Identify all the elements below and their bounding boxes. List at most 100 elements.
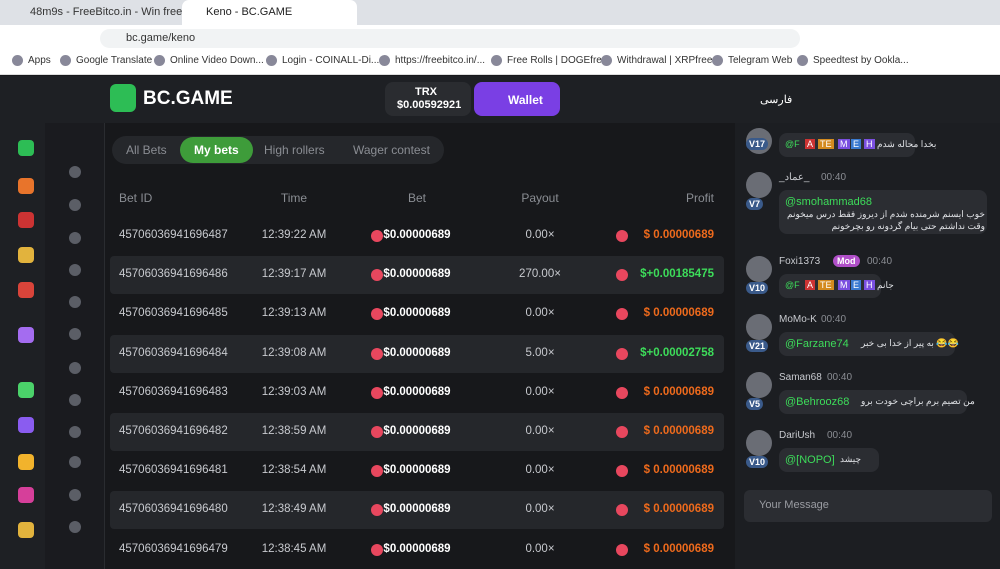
mention[interactable]: TE (818, 280, 834, 290)
cell[interactable]: 45706036941696481 (119, 464, 228, 477)
bookmark[interactable]: Withdrawal | XRPfree (617, 55, 713, 66)
time: 00:40 (827, 372, 853, 383)
mention[interactable]: @[NOPO] (785, 454, 835, 466)
game-icon[interactable] (69, 521, 81, 533)
currency[interactable]: TRX (415, 86, 437, 98)
mention[interactable]: H (864, 280, 875, 290)
avatar[interactable] (746, 314, 772, 340)
sidebar-icon[interactable] (18, 382, 34, 398)
game-icon[interactable] (69, 166, 81, 178)
level-badge: V21 (746, 340, 769, 352)
balance-box[interactable] (385, 82, 471, 116)
chat-language[interactable]: فارسی (760, 94, 793, 106)
sidebar-icon[interactable] (18, 417, 34, 433)
cell[interactable]: 45706036941696484 (119, 346, 228, 359)
cell: 0.00× (525, 385, 555, 398)
trx-icon (371, 386, 383, 399)
bookmark-icon (266, 55, 277, 66)
bookmark-icon (797, 55, 808, 66)
logo[interactable]: BC.GAME (143, 88, 233, 109)
game-icon[interactable] (69, 264, 81, 276)
level-badge: V10 (746, 282, 769, 294)
bookmark[interactable]: Speedtest by Ookla... (813, 55, 909, 66)
tab-active[interactable]: Keno - BC.GAME (182, 0, 357, 25)
sidebar-icon[interactable] (18, 282, 34, 298)
game-icon[interactable] (69, 426, 81, 438)
mention[interactable]: @F (785, 139, 800, 149)
cell[interactable]: 45706036941696482 (119, 425, 228, 437)
cell[interactable]: 45706036941696483 (119, 385, 228, 398)
sidebar-icon[interactable] (18, 487, 34, 503)
bookmark[interactable]: https://freebitco.in/... (395, 55, 486, 66)
sidebar-icon[interactable] (18, 178, 34, 194)
mention[interactable]: M (838, 139, 850, 149)
trx-icon (616, 308, 628, 321)
game-icon[interactable] (69, 394, 81, 406)
sidebar-icon[interactable] (18, 327, 34, 343)
column-header: Bet ID (119, 191, 153, 205)
game-icon[interactable] (69, 362, 81, 374)
mention[interactable]: A (805, 139, 816, 149)
time: 00:40 (821, 172, 847, 183)
wallet-label[interactable]: Wallet (508, 93, 543, 107)
bubble (779, 448, 879, 472)
mention[interactable]: @Farzane74 (785, 338, 849, 350)
username[interactable]: _عماد_ (779, 172, 810, 183)
sidebar-icon[interactable] (18, 454, 34, 470)
cell: $ 0.00000689 (643, 542, 714, 555)
bookmark[interactable]: Free Rolls | DOGEfree (507, 55, 608, 66)
username[interactable]: MoMo-K (779, 314, 817, 325)
trx-icon (616, 426, 628, 438)
mention[interactable]: H (864, 139, 875, 149)
avatar[interactable] (746, 372, 772, 398)
level-badge: V10 (746, 456, 769, 468)
avatar[interactable] (746, 172, 772, 198)
cell[interactable]: 45706036941696479 (119, 542, 228, 555)
bookmark[interactable]: Google Translate (76, 55, 153, 66)
avatar[interactable] (746, 430, 772, 456)
mention[interactable]: E (851, 139, 862, 149)
sidebar-icon[interactable] (18, 247, 34, 263)
bet-tab[interactable]: All Bets (126, 143, 167, 157)
mention[interactable]: M (838, 280, 850, 290)
game-icon[interactable] (69, 296, 81, 308)
game-icon[interactable] (69, 232, 81, 244)
username[interactable]: Saman68 (779, 372, 822, 383)
game-icon[interactable] (69, 489, 81, 501)
mention[interactable]: TE (818, 139, 834, 149)
mention[interactable]: @F (785, 280, 800, 290)
mention[interactable]: A (805, 280, 816, 290)
game-icon[interactable] (69, 456, 81, 468)
wallet-button[interactable] (474, 82, 560, 116)
sidebar-icon[interactable] (18, 212, 34, 228)
chat-input[interactable] (744, 490, 992, 522)
cell: $0.00000689 (383, 385, 451, 398)
mention[interactable]: @smohammad68 (785, 196, 872, 208)
cell[interactable]: 45706036941696480 (119, 503, 228, 516)
url[interactable]: bc.game/keno (126, 32, 196, 44)
cell[interactable]: 45706036941696487 (119, 229, 228, 241)
bet-tab[interactable]: Wager contest (353, 143, 430, 157)
sidebar-icon[interactable] (18, 522, 34, 538)
game-icon[interactable] (69, 199, 81, 211)
tab-active[interactable]: My bets (180, 137, 253, 163)
address-bar[interactable] (100, 29, 800, 48)
bookmark[interactable]: Apps (28, 55, 51, 66)
avatar[interactable] (746, 256, 772, 282)
cell[interactable]: 45706036941696486 (119, 268, 228, 281)
game-icon[interactable] (69, 328, 81, 340)
username[interactable]: DariUsh (779, 430, 816, 441)
level-badge: V5 (746, 398, 764, 410)
bookmark[interactable]: Login - COINALL-Di... (282, 55, 380, 66)
cell: 12:39:13 AM (261, 307, 327, 320)
sidebar-icon[interactable] (18, 140, 34, 156)
bet-tab[interactable]: High rollers (264, 143, 325, 157)
username[interactable]: Foxi1373 (779, 256, 821, 267)
cell[interactable]: 45706036941696485 (119, 307, 228, 320)
mention[interactable]: @Behrooz68 (785, 396, 850, 408)
trx-icon (616, 269, 628, 282)
bookmark[interactable]: Online Video Down... (170, 55, 264, 66)
bookmark[interactable]: Telegram Web (728, 55, 793, 66)
mention[interactable]: E (851, 280, 862, 290)
tab[interactable]: 48m9s - FreeBitco.in - Win free b (30, 6, 192, 18)
